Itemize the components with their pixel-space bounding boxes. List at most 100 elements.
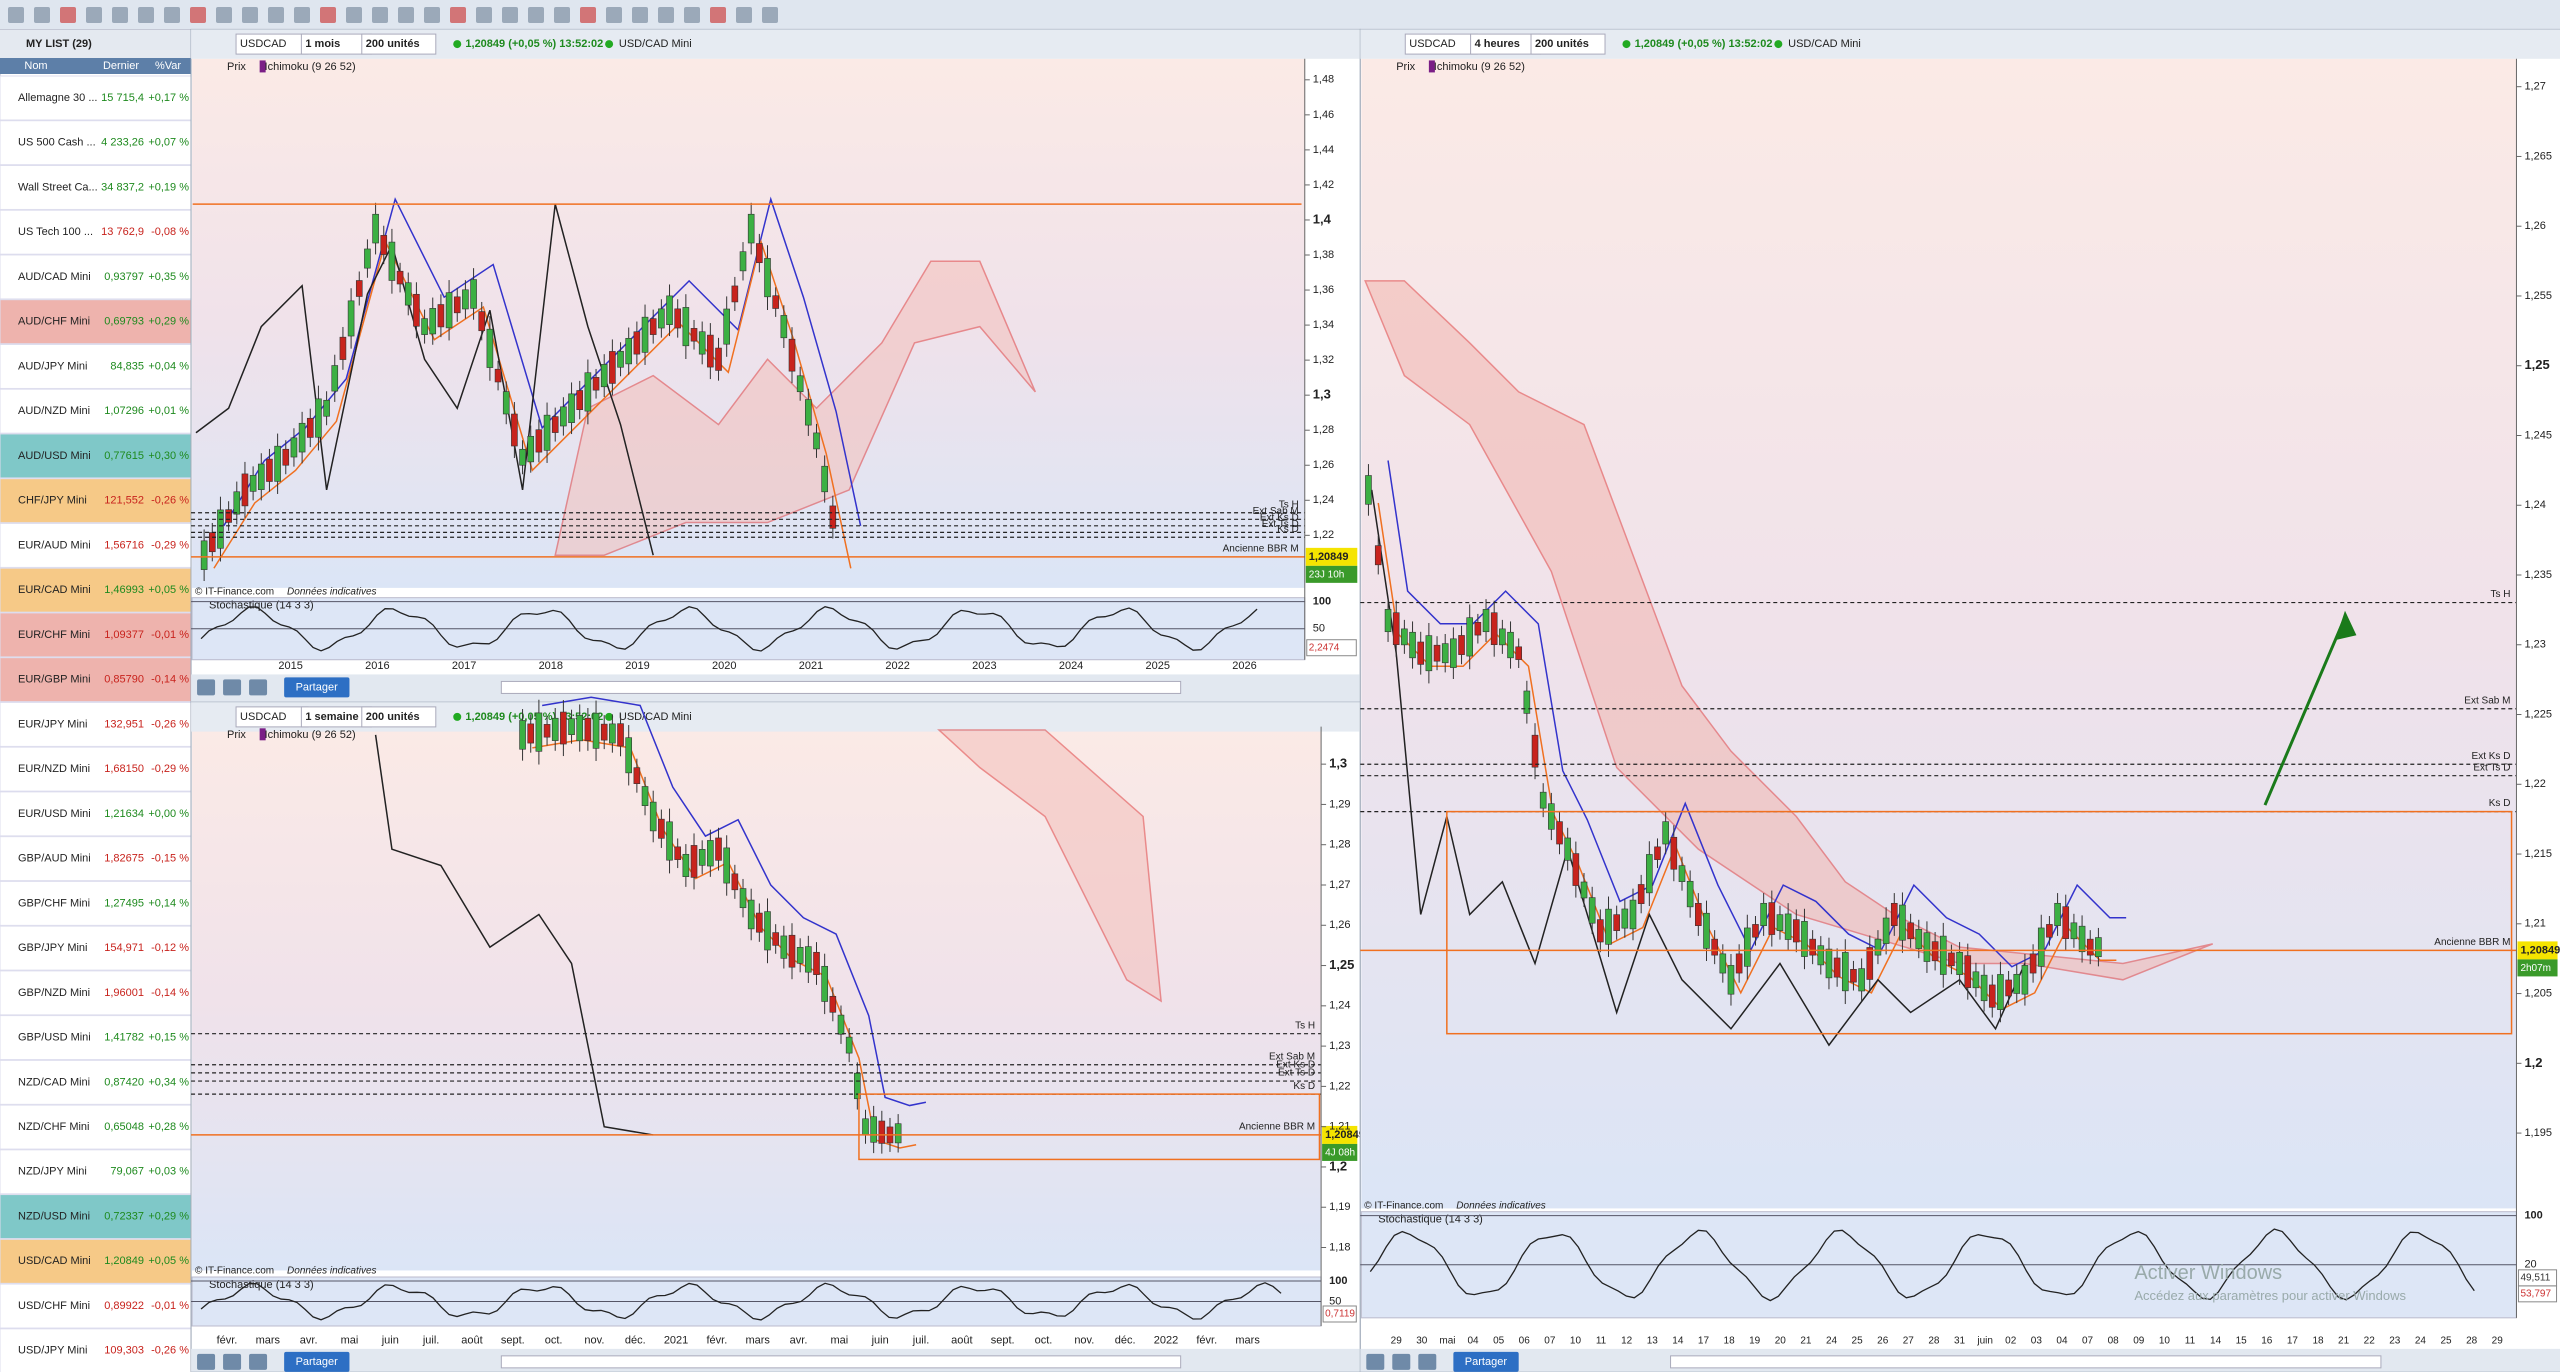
tool-icon[interactable] bbox=[249, 1353, 268, 1370]
share-button[interactable] bbox=[284, 677, 350, 698]
toolbar-icon[interactable] bbox=[736, 7, 752, 23]
candle-body bbox=[641, 316, 649, 353]
dropdown[interactable] bbox=[361, 33, 437, 55]
toolbar-icon[interactable] bbox=[554, 7, 570, 23]
toolbar-icon[interactable] bbox=[450, 7, 466, 23]
instrument-name: NZD/CHF Mini bbox=[18, 1121, 90, 1133]
toolbar-icon[interactable] bbox=[346, 7, 362, 23]
watchlist-row[interactable] bbox=[0, 1015, 192, 1061]
watchlist-row[interactable] bbox=[0, 1194, 192, 1240]
toolbar-icon[interactable] bbox=[528, 7, 544, 23]
toolbar-icon[interactable] bbox=[502, 7, 518, 23]
toolbar-icon[interactable] bbox=[320, 7, 336, 23]
watchlist-row[interactable] bbox=[0, 657, 192, 703]
legend-item[interactable]: Prix bbox=[227, 729, 246, 741]
candle-body bbox=[723, 847, 730, 884]
toolbar-icon[interactable] bbox=[8, 7, 24, 23]
toolbar-icon[interactable] bbox=[190, 7, 206, 23]
tool-icon[interactable] bbox=[223, 679, 242, 696]
share-label[interactable]: Partager bbox=[296, 1356, 339, 1368]
watchlist-row[interactable] bbox=[0, 925, 192, 971]
watchlist-row[interactable] bbox=[0, 612, 192, 658]
column-title[interactable]: Nom bbox=[24, 60, 47, 72]
column-title[interactable]: %Var bbox=[155, 60, 181, 72]
watchlist-row[interactable] bbox=[0, 522, 192, 568]
scrollbar[interactable] bbox=[1670, 1355, 2382, 1369]
toolbar-icon[interactable] bbox=[476, 7, 492, 23]
watchlist-row[interactable] bbox=[0, 120, 192, 166]
toolbar-icon[interactable] bbox=[138, 7, 154, 23]
tool-icon[interactable] bbox=[197, 1353, 216, 1370]
y-tick-label: 1,26 bbox=[1313, 459, 1334, 471]
watchlist-row[interactable] bbox=[0, 433, 192, 479]
legend-item[interactable]: Prix bbox=[227, 61, 246, 73]
watchlist-row[interactable] bbox=[0, 701, 192, 747]
candle-body bbox=[862, 1118, 869, 1136]
watchlist-row[interactable] bbox=[0, 1104, 192, 1150]
candle-body bbox=[502, 391, 510, 415]
toolbar-icon[interactable] bbox=[606, 7, 622, 23]
toolbar-icon[interactable] bbox=[580, 7, 596, 23]
toolbar-icon[interactable] bbox=[424, 7, 440, 23]
toolbar-icon[interactable] bbox=[164, 7, 180, 23]
watchlist-row[interactable] bbox=[0, 567, 192, 613]
toolbar-icon[interactable] bbox=[372, 7, 388, 23]
toolbar-icon[interactable] bbox=[86, 7, 102, 23]
watchlist-row[interactable] bbox=[0, 75, 192, 121]
candle-body bbox=[731, 873, 739, 891]
share-label[interactable]: Partager bbox=[296, 681, 339, 693]
tool-icon[interactable] bbox=[1418, 1353, 1437, 1370]
change-pct: -0,01 % bbox=[151, 1300, 189, 1312]
watchlist-row[interactable] bbox=[0, 836, 192, 882]
watchlist-row[interactable] bbox=[0, 791, 192, 837]
tool-icon[interactable] bbox=[1366, 1353, 1385, 1370]
watchlist-row[interactable] bbox=[0, 1328, 192, 1372]
watchlist-row[interactable] bbox=[0, 388, 192, 434]
tool-icon[interactable] bbox=[249, 679, 268, 696]
toolbar-icon[interactable] bbox=[34, 7, 50, 23]
toolbar-icon[interactable] bbox=[294, 7, 310, 23]
watchlist-row[interactable] bbox=[0, 1238, 192, 1284]
tool-icon[interactable] bbox=[1392, 1353, 1411, 1370]
watchlist-row[interactable] bbox=[0, 164, 192, 210]
toolbar-icon[interactable] bbox=[112, 7, 128, 23]
toolbar-icon[interactable] bbox=[242, 7, 258, 23]
share-button[interactable] bbox=[284, 1351, 350, 1372]
watchlist-row[interactable] bbox=[0, 1059, 192, 1105]
watchlist-row[interactable] bbox=[0, 343, 192, 389]
tool-icon[interactable] bbox=[197, 679, 216, 696]
legend-item[interactable]: Ichimoku (9 26 52) bbox=[265, 729, 356, 741]
dropdown[interactable] bbox=[361, 706, 437, 728]
legend-item[interactable]: Prix bbox=[1396, 61, 1415, 73]
toolbar-icon[interactable] bbox=[710, 7, 726, 23]
change-pct: -0,12 % bbox=[151, 942, 189, 954]
toolbar-icon[interactable] bbox=[398, 7, 414, 23]
toolbar-icon[interactable] bbox=[684, 7, 700, 23]
legend-item[interactable]: Ichimoku (9 26 52) bbox=[265, 61, 356, 73]
legend-item[interactable]: Ichimoku (9 26 52) bbox=[1434, 61, 1525, 73]
scrollbar[interactable] bbox=[500, 1355, 1182, 1369]
toolbar-icon[interactable] bbox=[658, 7, 674, 23]
toolbar-icon[interactable] bbox=[762, 7, 778, 23]
toolbar-icon[interactable] bbox=[216, 7, 232, 23]
toolbar-icon[interactable] bbox=[268, 7, 284, 23]
tool-icon[interactable] bbox=[223, 1353, 242, 1370]
toolbar-icon[interactable] bbox=[60, 7, 76, 23]
share-label[interactable]: Partager bbox=[1465, 1356, 1508, 1368]
column-title[interactable]: Dernier bbox=[103, 60, 139, 72]
candle-body bbox=[1548, 803, 1555, 830]
change-pct: +0,03 % bbox=[148, 1166, 189, 1178]
stochastic-line bbox=[1369, 1228, 2475, 1302]
toolbar-icon[interactable] bbox=[632, 7, 648, 23]
dropdown[interactable] bbox=[1530, 33, 1606, 55]
watchlist-row[interactable] bbox=[0, 1149, 192, 1195]
watchlist-row[interactable] bbox=[0, 970, 192, 1016]
watchlist-row[interactable] bbox=[0, 880, 192, 926]
watchlist-row[interactable] bbox=[0, 209, 192, 255]
instrument-name: AUD/JPY Mini bbox=[18, 360, 87, 372]
x-tick-label: 24 bbox=[2415, 1335, 2427, 1346]
share-button[interactable] bbox=[1453, 1351, 1519, 1372]
change-pct: -0,29 % bbox=[151, 763, 189, 775]
scrollbar[interactable] bbox=[500, 680, 1182, 694]
watchlist-row[interactable] bbox=[0, 299, 192, 345]
